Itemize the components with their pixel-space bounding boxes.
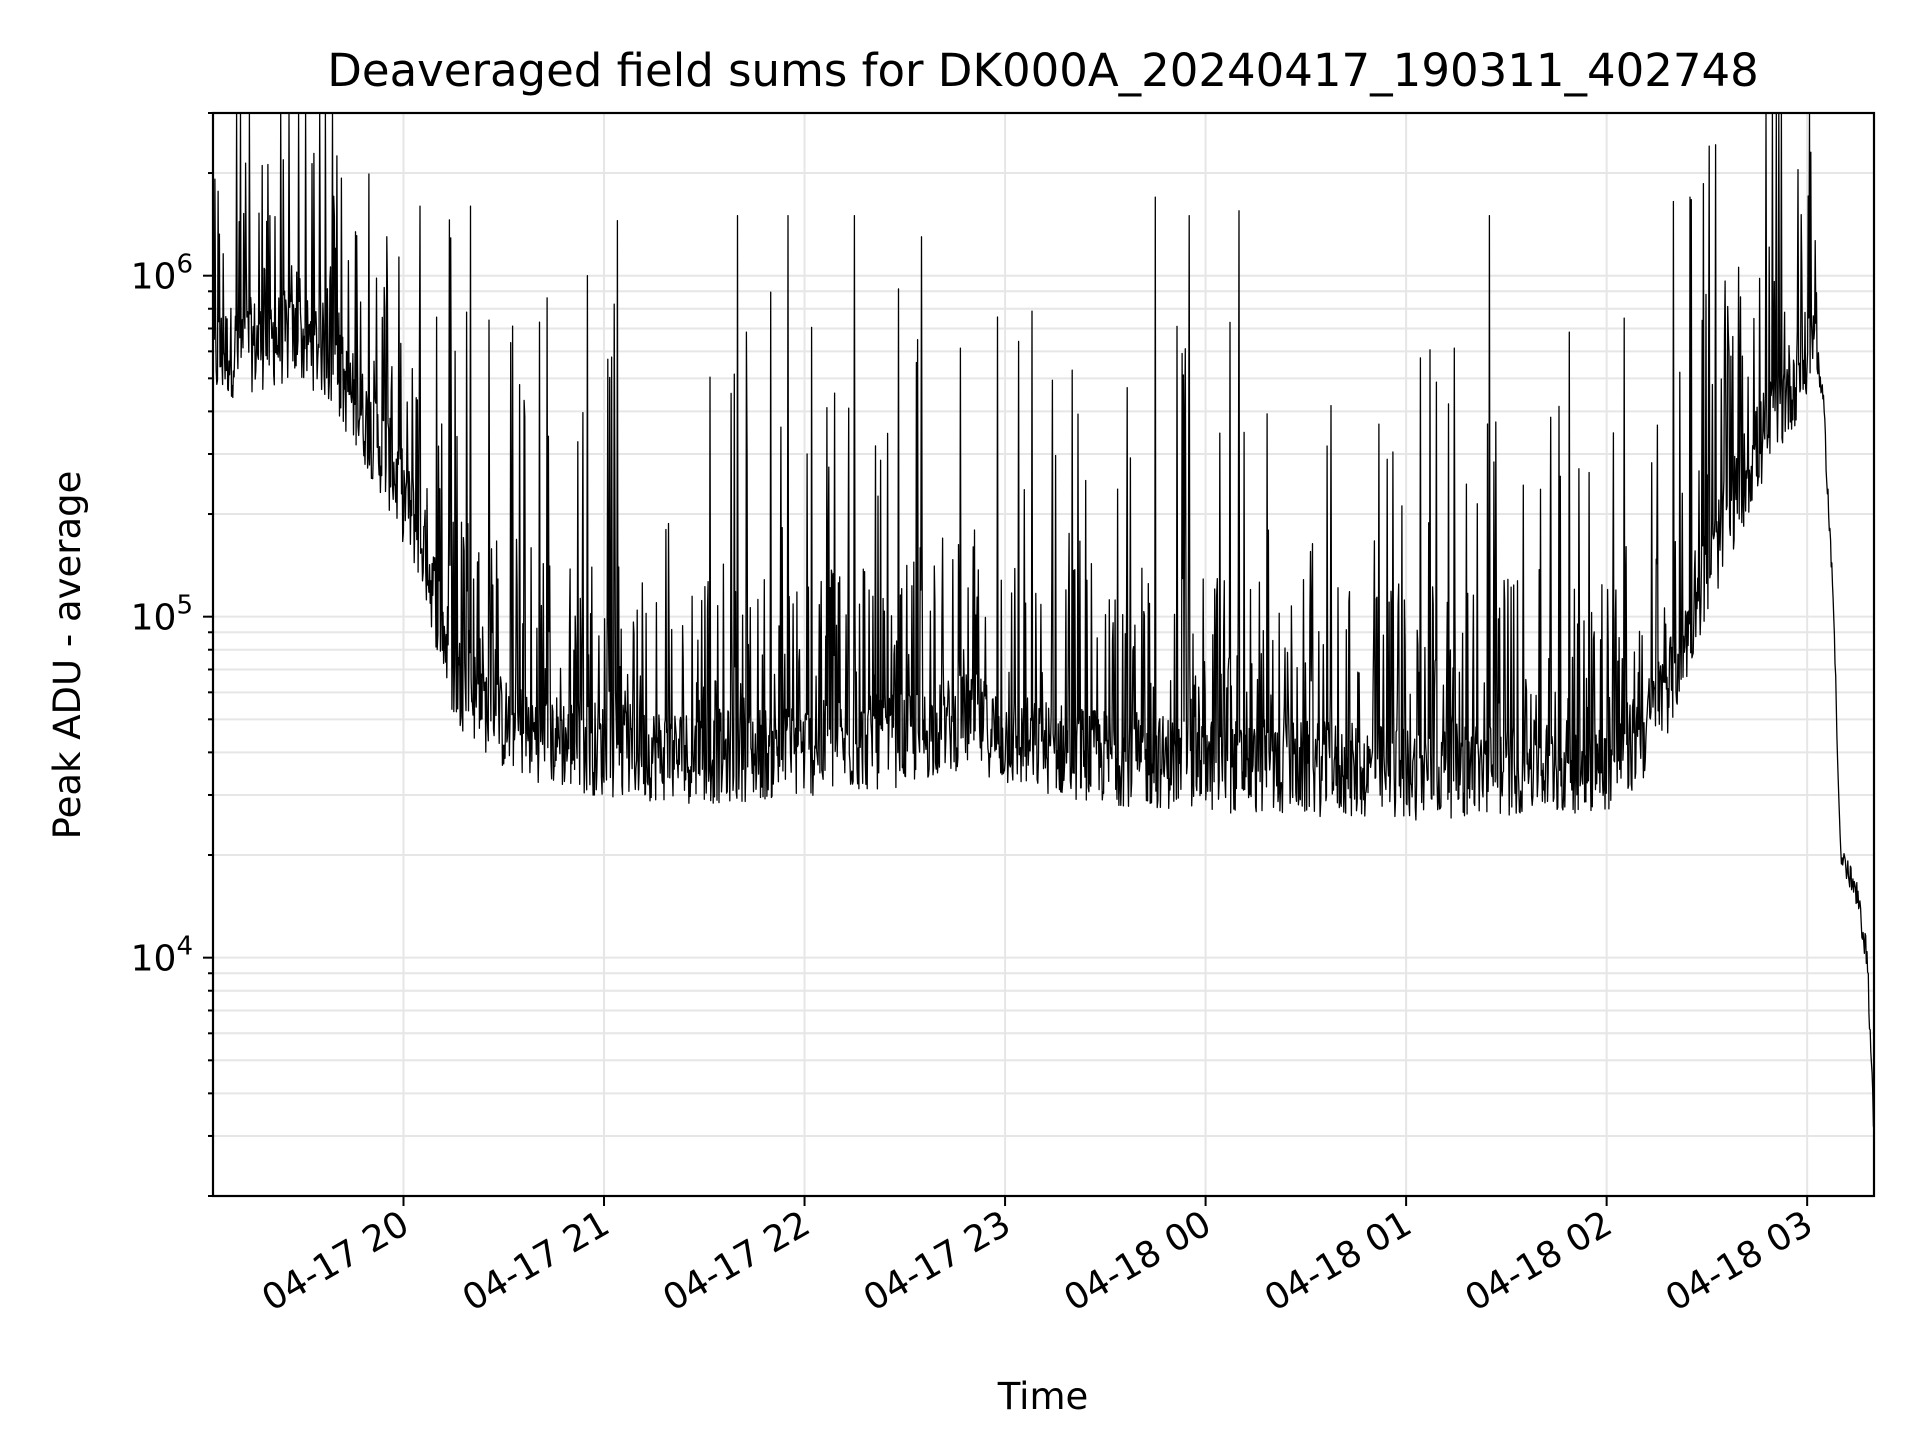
series-layer	[212, 112, 1875, 1131]
grid-layer	[213, 112, 1874, 1197]
y-tick-exponent: 4	[176, 932, 193, 962]
plot-frame	[211, 111, 1876, 1198]
y-tick-label: 105	[131, 591, 193, 639]
y-tick-exponent: 6	[176, 250, 193, 280]
y-tick-label: 104	[131, 932, 193, 980]
y-tick-base: 10	[131, 939, 177, 980]
x-axis-label: Time	[997, 1375, 1089, 1418]
y-tick-base: 10	[131, 598, 177, 639]
chart-title: Deaveraged field sums for DK000A_2024041…	[327, 44, 1759, 97]
y-tick-label: 106	[131, 250, 193, 298]
y-tick-base: 10	[131, 257, 177, 298]
y-axis-label: Peak ADU - average	[46, 471, 89, 840]
tick-layer	[203, 112, 1809, 1206]
series-line	[212, 112, 1875, 1131]
y-tick-exponent: 5	[176, 591, 193, 621]
